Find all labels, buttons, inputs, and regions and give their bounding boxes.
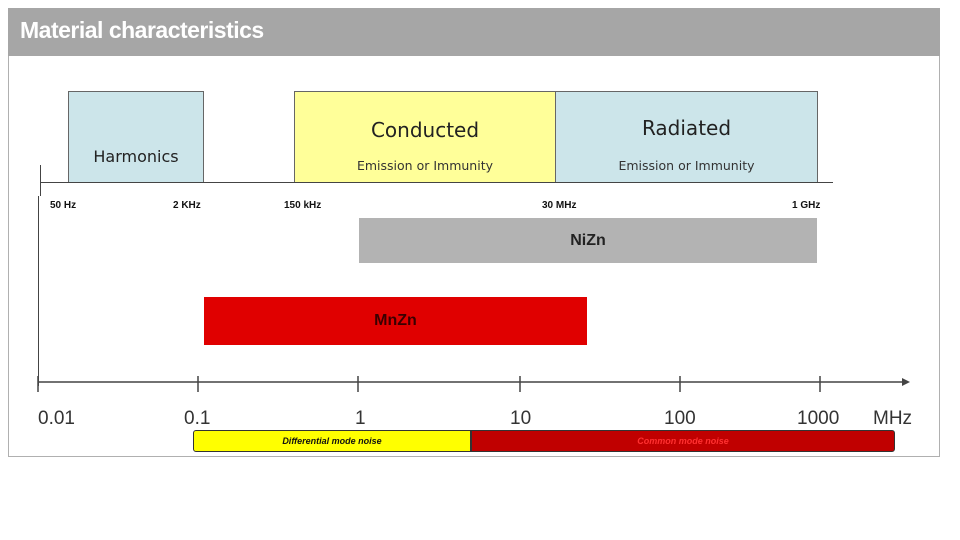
differential-noise-box: Differential mode noise <box>193 430 471 452</box>
conducted-band: Conducted Emission or Immunity <box>294 91 556 183</box>
freq-label-1ghz: 1 GHz <box>792 200 821 211</box>
freq-label-50hz: 50 Hz <box>50 200 77 211</box>
axis-label-10: 10 <box>510 408 531 429</box>
header-bar: Material characteristics <box>8 8 940 56</box>
axis-unit: MHz <box>873 408 912 429</box>
axis-label-0.1: 0.1 <box>184 408 210 429</box>
frequency-band-axis-start <box>40 165 41 196</box>
diagram-frame <box>8 56 940 457</box>
mnzn-label: MnZn <box>374 312 417 329</box>
axis-label-100: 100 <box>664 408 696 429</box>
freq-label-150khz: 150 kHz <box>284 200 322 211</box>
vertical-axis-line <box>38 196 39 386</box>
page-title: Material characteristics <box>20 17 264 43</box>
axis-label-0.01: 0.01 <box>38 408 75 429</box>
axis-label-1: 1 <box>355 408 366 429</box>
radiated-band: Radiated Emission or Immunity <box>555 91 818 183</box>
harmonics-band: Harmonics <box>68 91 204 183</box>
nizn-label: NiZn <box>570 231 606 249</box>
nizn-bar: NiZn <box>359 218 817 263</box>
freq-label-30mhz: 30 MHz <box>542 200 577 211</box>
frequency-axis-arrow <box>902 378 910 386</box>
conducted-subtitle: Emission or Immunity <box>356 158 493 173</box>
axis-label-1000: 1000 <box>797 408 839 429</box>
freq-label-2khz: 2 KHz <box>173 200 201 211</box>
frequency-band-axis <box>40 182 833 183</box>
differential-noise-label: Differential mode noise <box>282 436 382 446</box>
conducted-title: Conducted <box>370 118 480 142</box>
mnzn-bar: MnZn <box>204 297 587 345</box>
common-noise-label: Common mode noise <box>637 436 729 446</box>
radiated-title: Radiated <box>641 116 732 140</box>
harmonics-title: Harmonics <box>93 147 179 166</box>
common-noise-box: Common mode noise <box>471 430 895 452</box>
radiated-subtitle: Emission or Immunity <box>618 158 755 173</box>
